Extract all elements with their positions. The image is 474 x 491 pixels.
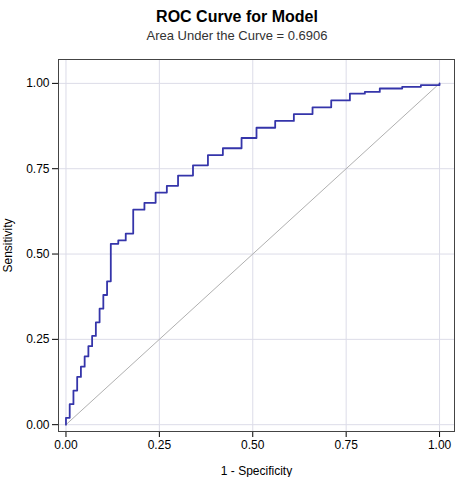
svg-text:0.25: 0.25 [26,332,50,346]
svg-text:0.25: 0.25 [148,438,172,452]
svg-text:0.00: 0.00 [26,418,50,432]
svg-text:0.75: 0.75 [26,162,50,176]
html-text:Area Under the Curve = 0.6906: Area Under the Curve = 0.6906 [146,28,328,43]
svg-text:0.75: 0.75 [334,438,358,452]
svg-text:0.00: 0.00 [54,438,78,452]
svg-text:1.00: 1.00 [428,438,452,452]
svg-text:Sensitivity: Sensitivity [1,218,15,272]
svg-text:1.00: 1.00 [26,76,50,90]
svg-text:0.50: 0.50 [241,438,265,452]
svg-text:1 - Specificity: 1 - Specificity [221,464,292,478]
html-text:ROC Curve for Model: ROC Curve for Model [156,8,318,25]
svg-text:0.50: 0.50 [26,247,50,261]
